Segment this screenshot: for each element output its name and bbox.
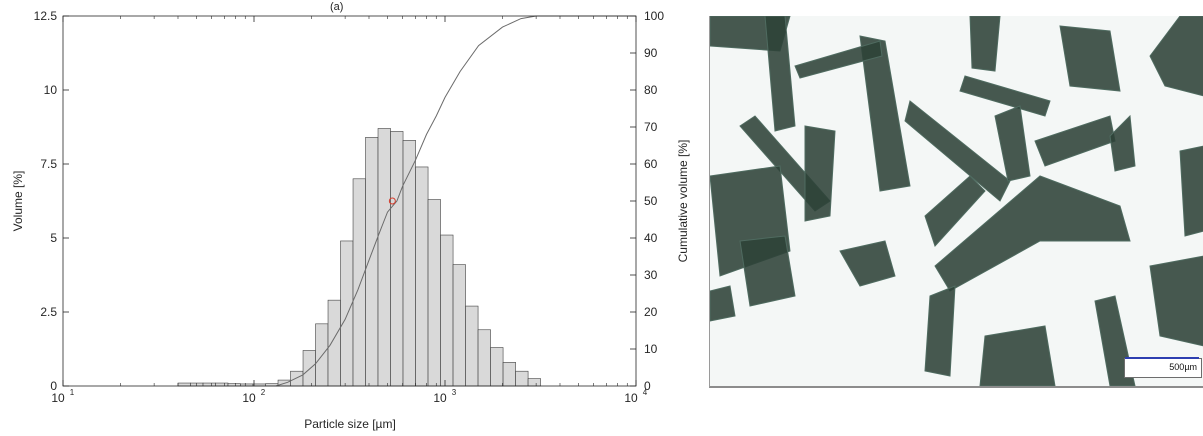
micrograph-fibers [710, 16, 1203, 386]
x-tick-exponent: 4 [643, 388, 648, 397]
histogram-bar [452, 264, 466, 387]
histogram-bar [365, 137, 379, 387]
x-tick-label: 10 [433, 391, 447, 405]
scale-bar-line [1125, 357, 1199, 359]
histogram-bar [402, 140, 416, 387]
fiber-particle [764, 16, 796, 132]
y2-tick-label: 40 [644, 231, 658, 245]
fiber-particle [710, 285, 736, 322]
histogram-bar [340, 240, 354, 387]
histogram-bar [490, 347, 504, 387]
scale-bar: 500µm [1124, 357, 1202, 378]
y-tick-label: 10 [44, 83, 58, 97]
histogram-bar [440, 234, 454, 387]
histogram-bar [215, 382, 229, 387]
fiber-particle [739, 235, 796, 307]
histogram-bar [415, 166, 429, 387]
y2-tick-label: 20 [644, 305, 658, 319]
panel-label: (a) [330, 1, 343, 13]
y2-axis-label: Cumulative volume [%] [676, 140, 690, 263]
fiber-particle [804, 125, 836, 222]
histogram-bar [477, 329, 491, 387]
x-tick-exponent: 3 [452, 388, 457, 397]
chart: (a) 10 1 10 2 10 3 10 402.557.51012.50102030405… [11, 1, 690, 431]
histogram-bar [427, 199, 441, 387]
fiber-particle [839, 240, 896, 287]
cumulative-curve [275, 15, 636, 387]
histogram-bar [502, 362, 516, 387]
x-tick-label: 10 [242, 391, 256, 405]
y2-tick-label: 70 [644, 120, 658, 134]
fiber-particle [859, 35, 911, 192]
scale-bar-label: 500µm [1169, 362, 1197, 372]
fiber-particle [1149, 16, 1203, 97]
histogram-bar [177, 382, 191, 387]
median-marker [388, 197, 396, 205]
y-tick-label: 2.5 [40, 305, 57, 319]
histogram-bar [377, 128, 391, 387]
y-tick-label: 7.5 [40, 157, 57, 171]
fiber-particle [1109, 114, 1136, 172]
histogram-bar [515, 370, 529, 387]
x-tick-label: 10 [51, 391, 65, 405]
fiber-particle [904, 100, 1011, 202]
fiber-particle [1179, 145, 1203, 237]
x-tick-label: 10 [624, 391, 638, 405]
y-tick-label: 0 [50, 379, 57, 393]
y2-tick-label: 90 [644, 46, 658, 60]
y2-tick-label: 50 [644, 194, 658, 208]
fiber-particle [924, 285, 956, 377]
y2-tick-label: 30 [644, 268, 658, 282]
fiber-particle [1059, 25, 1121, 92]
fiber-particle [1149, 255, 1203, 347]
x-axis-label: Particle size [µm] [304, 417, 396, 431]
x-tick-exponent: 1 [70, 388, 75, 397]
fiber-particle [924, 175, 986, 247]
histogram-bar [302, 350, 316, 387]
histogram-bar [327, 299, 341, 387]
histogram-bar [390, 131, 404, 387]
fiber-particle [979, 325, 1056, 386]
y2-tick-label: 10 [644, 342, 658, 356]
histogram-bar [527, 378, 541, 387]
fiber-particle [794, 40, 883, 79]
x-tick-exponent: 2 [261, 388, 266, 397]
fiber-particle [994, 105, 1031, 182]
y-axis-label: Volume [%] [11, 171, 25, 232]
y-tick-label: 5 [50, 231, 57, 245]
micrograph-image: 500µm [709, 16, 1203, 388]
fiber-particle [1034, 115, 1116, 167]
histogram-bar [465, 305, 479, 387]
histogram-bar [315, 323, 329, 387]
histogram-bar [352, 178, 366, 387]
y-tick-label: 12.5 [34, 9, 58, 23]
y2-tick-label: 80 [644, 83, 658, 97]
fiber-particle [969, 16, 1001, 72]
y2-tick-label: 100 [644, 9, 664, 23]
y2-tick-label: 60 [644, 157, 658, 171]
histogram-bar [202, 382, 216, 387]
histogram-bar [290, 370, 304, 387]
plot-area: 10 1 10 2 10 3 10 402.557.51012.501020304050607… [34, 9, 665, 405]
fiber-particle [959, 75, 1051, 117]
y2-tick-label: 0 [644, 379, 651, 393]
